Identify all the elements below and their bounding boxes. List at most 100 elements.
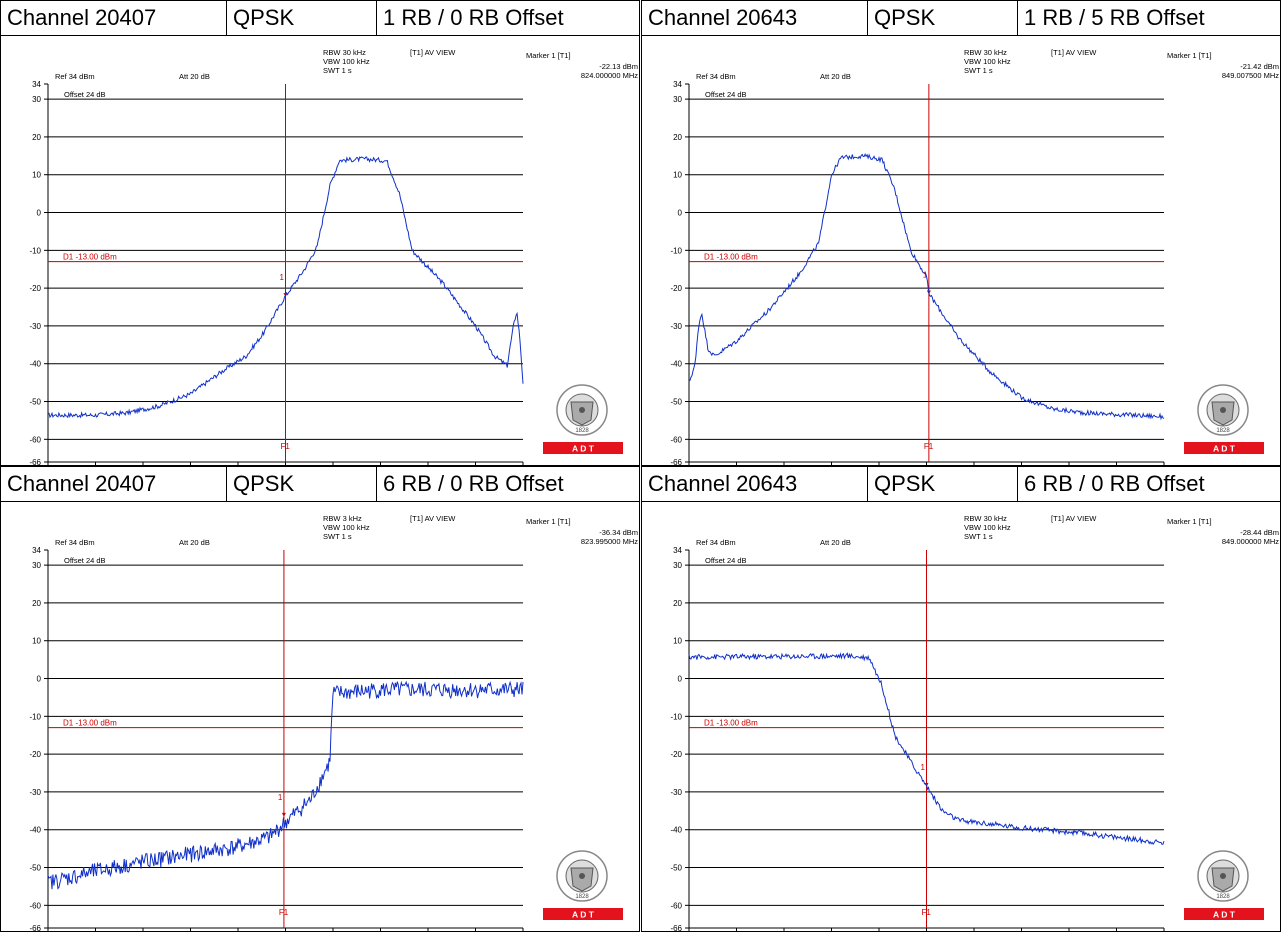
y-tick-label: -30 [670, 788, 682, 797]
y-tick-label: 30 [673, 95, 682, 104]
ref-level: Ref 34 dBm [55, 538, 95, 547]
limit-label: D1 -13.00 dBm [704, 719, 758, 728]
adt-badge [1184, 442, 1264, 454]
trace-view: [T1] AV VIEW [1051, 48, 1097, 57]
f1-label: F1 [281, 442, 291, 451]
adt-label: A D T [1213, 444, 1236, 454]
y-tick-label: -20 [29, 284, 41, 293]
y-tick-label: 30 [32, 95, 41, 104]
y-tick-label: 20 [673, 133, 682, 142]
y-tick-label: -66 [670, 924, 682, 932]
adt-badge [543, 908, 623, 920]
y-tick-label: 0 [37, 209, 42, 218]
marker-frequency: 849.000000 MHz [1222, 537, 1279, 546]
header-rb-config: 6 RB / 0 RB Offset [1024, 471, 1205, 496]
sweep-time: SWT 1 s [964, 66, 993, 75]
vbw: VBW 100 kHz [323, 523, 370, 532]
header-modulation: QPSK [227, 1, 377, 35]
header-modulation: QPSK [227, 467, 377, 501]
limit-label: D1 -13.00 dBm [704, 253, 758, 262]
attenuation: Att 20 dB [179, 538, 210, 547]
spectrum-trace [47, 680, 524, 890]
vbw: VBW 100 kHz [323, 57, 370, 66]
spectrum-trace [688, 652, 1165, 845]
marker-level: -22.13 dBm [599, 62, 638, 71]
logo-year: 1828 [575, 428, 589, 434]
header-channel: Channel 20407 [1, 467, 227, 501]
attenuation: Att 20 dB [179, 72, 210, 81]
y-tick-label: -30 [29, 322, 41, 331]
y-tick-label: 10 [673, 171, 682, 180]
header-rb-config: 1 RB / 0 RB Offset [383, 5, 564, 30]
header-modulation: QPSK [868, 467, 1018, 501]
y-tick-label: 34 [32, 546, 41, 555]
y-tick-label: 34 [32, 80, 41, 89]
y-tick-label: -10 [29, 246, 41, 255]
marker-frequency: 824.000000 MHz [581, 71, 638, 80]
y-tick-label: 10 [32, 637, 41, 646]
marker-tag: 1 [923, 270, 928, 279]
panel-header: Channel 20643 QPSK 6 RB / 0 RB Offset [641, 466, 1281, 502]
rbw: RBW 3 kHz [323, 514, 362, 523]
header-modulation: QPSK [868, 1, 1018, 35]
y-tick-label: -40 [670, 826, 682, 835]
marker-label: Marker 1 [T1] [526, 517, 571, 526]
marker-frequency: 849.007500 MHz [1222, 71, 1279, 80]
trace-view: [T1] AV VIEW [410, 48, 456, 57]
y-tick-label: -20 [670, 750, 682, 759]
header-channel: Channel 20643 [642, 467, 868, 501]
spectrum-plot: 34 30 20 10 0 -10 -20 -30 -40 -50 -60 -66 Ref 34 dBm… [670, 48, 1279, 466]
y-tick-label: -66 [29, 924, 41, 932]
rbw: RBW 30 kHz [964, 514, 1007, 523]
y-tick-label: -50 [29, 398, 41, 407]
spectrum-trace [47, 156, 524, 419]
spectrum-panel: Channel 20643 QPSK 1 RB / 5 RB Offset 34 30 2… [641, 0, 1281, 466]
y-tick-label: 0 [678, 675, 683, 684]
y-tick-label: 10 [673, 637, 682, 646]
y-tick-label: -40 [29, 360, 41, 369]
marker-label: Marker 1 [T1] [526, 51, 571, 60]
sweep-time: SWT 1 s [964, 532, 993, 541]
sweep-time: SWT 1 s [323, 66, 352, 75]
panel-header: Channel 20643 QPSK 1 RB / 5 RB Offset [641, 0, 1281, 36]
y-tick-label: -10 [670, 246, 682, 255]
spectrum-panel: Channel 20407 QPSK 1 RB / 0 RB Offset 34 30 2… [0, 0, 640, 466]
adt-label: A D T [1213, 910, 1236, 920]
adt-badge [543, 442, 623, 454]
logo-year: 1828 [575, 894, 589, 900]
y-tick-label: -50 [29, 864, 41, 873]
spectrum-plot: 34 30 20 10 0 -10 -20 -30 -40 -50 -60 -66 Ref 34 dBm… [29, 514, 638, 932]
trace-view: [T1] AV VIEW [410, 514, 456, 523]
header-channel: Channel 20407 [1, 1, 227, 35]
spectrum-plot: 34 30 20 10 0 -10 -20 -30 -40 -50 -60 -66 Ref 34 dBm… [29, 48, 638, 466]
plot-area: 34 30 20 10 0 -10 -20 -30 -40 -50 -60 -66 Ref 34 dBm… [641, 502, 1281, 932]
bureau-veritas-logo: 1828 [556, 384, 608, 436]
offset-label: Offset 24 dB [64, 90, 106, 99]
rbw: RBW 30 kHz [323, 48, 366, 57]
y-tick-label: -30 [670, 322, 682, 331]
spectrum-panel: Channel 20407 QPSK 6 RB / 0 RB Offset 34 30 2… [0, 466, 640, 932]
marker-frequency: 823.995000 MHz [581, 537, 638, 546]
marker-level: -28.44 dBm [1240, 528, 1279, 537]
y-tick-label: -30 [29, 788, 41, 797]
sweep-time: SWT 1 s [323, 532, 352, 541]
marker-level: -36.34 dBm [599, 528, 638, 537]
y-tick-label: 10 [32, 171, 41, 180]
y-tick-label: -10 [29, 712, 41, 721]
offset-label: Offset 24 dB [705, 556, 747, 565]
f1-label: F1 [279, 908, 289, 917]
ref-level: Ref 34 dBm [696, 72, 736, 81]
ref-level: Ref 34 dBm [696, 538, 736, 547]
marker-tag: 1 [921, 763, 926, 772]
y-tick-label: 0 [37, 675, 42, 684]
y-tick-label: 30 [32, 561, 41, 570]
y-tick-label: -20 [29, 750, 41, 759]
y-tick-label: 30 [673, 561, 682, 570]
y-tick-label: -60 [29, 435, 41, 444]
marker-tag: 1 [280, 273, 285, 282]
marker-level: -21.42 dBm [1240, 62, 1279, 71]
bureau-veritas-logo: 1828 [1197, 850, 1249, 902]
y-tick-label: 34 [673, 80, 682, 89]
y-tick-label: 20 [32, 133, 41, 142]
header-rb-config: 1 RB / 5 RB Offset [1024, 5, 1205, 30]
